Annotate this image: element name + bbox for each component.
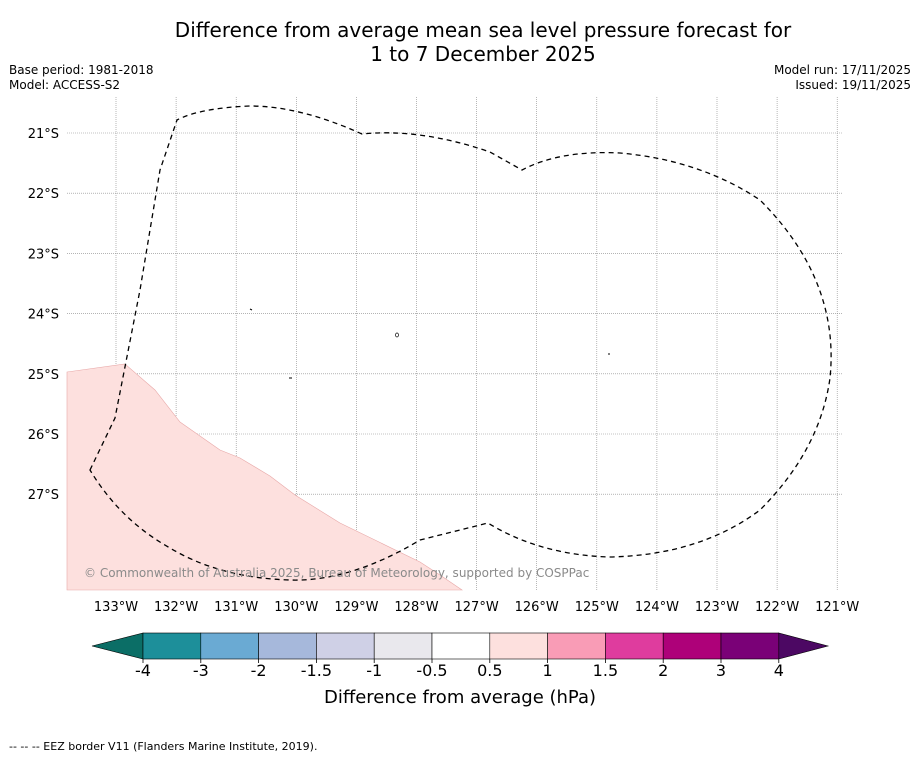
lat-label-21s: 21°S <box>28 127 59 142</box>
lat-label-26s: 26°S <box>28 428 59 443</box>
colorbar-tick-label: 3 <box>716 661 726 680</box>
lon-label-122w: 122°W <box>755 600 799 615</box>
colorbar-segment <box>142 632 202 660</box>
eez-legend: -- -- -- EEZ border V11 (Flanders Marine… <box>9 740 318 753</box>
lon-label-132w: 132°W <box>154 600 198 615</box>
lon-label-125w: 125°W <box>575 600 619 615</box>
eez-border <box>89 105 832 581</box>
colorbar-tick-label: -3 <box>193 661 209 680</box>
colorbar-segment <box>662 632 722 660</box>
meta-left: Base period: 1981-2018 Model: ACCESS-S2 <box>9 63 154 93</box>
colorbar-tick-label: -4 <box>135 661 151 680</box>
lon-label-126w: 126°W <box>515 600 559 615</box>
colorbar-tick-label: 1 <box>543 661 553 680</box>
colorbar-tick-label: 4 <box>774 661 784 680</box>
lat-label-25s: 25°S <box>28 368 59 383</box>
lon-label-128w: 128°W <box>394 600 438 615</box>
base-period: Base period: 1981-2018 <box>9 63 154 77</box>
lat-label-27s: 27°S <box>28 488 59 503</box>
lon-label-127w: 127°W <box>455 600 499 615</box>
copyright-text: © Commonwealth of Australia 2025, Bureau… <box>84 566 589 580</box>
colorbar-tick-label: -1 <box>366 661 382 680</box>
colorbar-segment <box>547 632 606 660</box>
colorbar: -4 -3 -2 -1.5 -1 -0.5 0.5 1 1.5 2 3 4 <box>91 632 830 680</box>
title-line-2: 1 to 7 December 2025 <box>370 42 596 66</box>
colorbar-tick-label: -2 <box>251 661 267 680</box>
lat-label-24s: 24°S <box>28 308 59 323</box>
island <box>395 332 399 338</box>
model-run: Model run: 17/11/2025 <box>773 63 911 77</box>
colorbar-segment <box>489 632 548 660</box>
colorbar-segment <box>605 632 664 660</box>
longitude-labels: 133°W 132°W 131°W 130°W 129°W 128°W 127°W 126°W… <box>94 600 860 615</box>
colorbar-label: Difference from average (hPa) <box>324 687 596 708</box>
lat-label-22s: 22°S <box>28 187 59 202</box>
lon-label-129w: 129°W <box>334 600 378 615</box>
model-name: Model: ACCESS-S2 <box>9 78 121 92</box>
lat-label-23s: 23°S <box>28 247 59 262</box>
colorbar-segment <box>316 632 375 660</box>
colorbar-tick-label: 1.5 <box>593 661 618 680</box>
colorbar-tick-label: 0.5 <box>477 661 502 680</box>
colorbar-segment <box>720 632 780 660</box>
colorbar-tick-label: -0.5 <box>416 661 447 680</box>
meta-right: Model run: 17/11/2025 Issued: 19/11/2025 <box>774 63 911 93</box>
colorbar-segment <box>373 632 433 660</box>
forecast-map: © Commonwealth of Australia 2025, Bureau… <box>28 97 860 708</box>
anomaly-region-0.5-1hPa <box>66 363 463 591</box>
lon-label-124w: 124°W <box>635 600 679 615</box>
lon-label-123w: 123°W <box>695 600 739 615</box>
lon-label-133w: 133°W <box>94 600 138 615</box>
colorbar-tick-label: -1.5 <box>301 661 332 680</box>
lon-label-130w: 130°W <box>274 600 318 615</box>
latitude-labels: 21°S 22°S 23°S 24°S 25°S 26°S 27°S <box>28 127 59 503</box>
colorbar-segment <box>200 632 259 660</box>
lon-label-121w: 121°W <box>815 600 859 615</box>
issued-date: Issued: 19/11/2025 <box>795 78 911 92</box>
small-islands <box>249 308 610 379</box>
colorbar-segment <box>258 632 317 660</box>
colorbar-segment <box>431 632 491 660</box>
colorbar-extend-high <box>778 632 830 660</box>
map-title: Difference from average mean sea level p… <box>0 18 919 66</box>
colorbar-extend-low <box>91 632 144 660</box>
title-line-1: Difference from average mean sea level p… <box>174 18 792 42</box>
gridlines <box>67 97 843 590</box>
island <box>249 308 253 311</box>
lon-label-131w: 131°W <box>214 600 258 615</box>
colorbar-tick-label: 2 <box>658 661 668 680</box>
